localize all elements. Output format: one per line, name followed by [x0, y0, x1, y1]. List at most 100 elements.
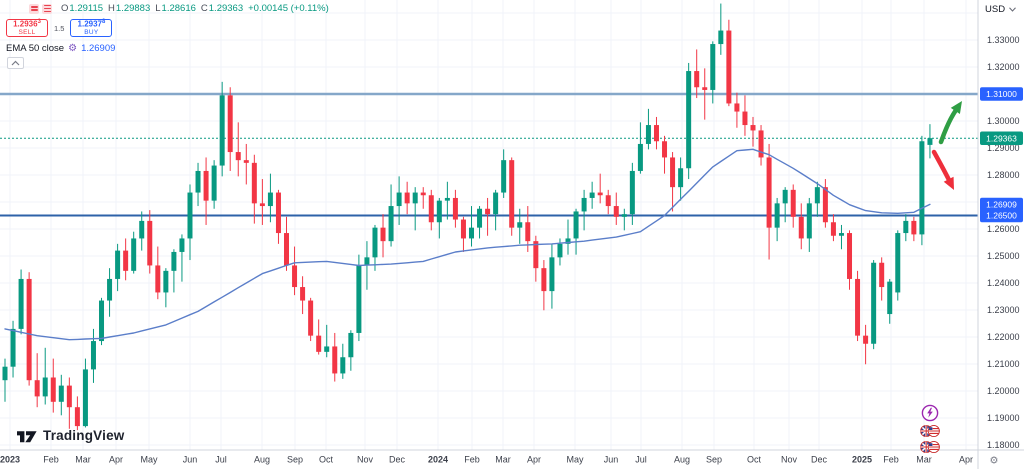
- candle: [557, 243, 563, 258]
- candles-layer[interactable]: [2, 3, 933, 431]
- legend-toggle-icon[interactable]: [29, 3, 39, 14]
- month-tick-label: Jul: [635, 455, 647, 465]
- candle: [348, 332, 354, 358]
- indicator-settings-gear-icon[interactable]: ⚙: [68, 42, 78, 54]
- candle: [412, 192, 418, 204]
- candle: [251, 162, 257, 204]
- bearish-arrow[interactable]: [931, 149, 954, 190]
- candle: [718, 30, 724, 45]
- month-tick-label: Dec: [811, 455, 828, 465]
- candle: [581, 197, 587, 212]
- candle: [895, 233, 901, 293]
- lightning-event-icon[interactable]: [921, 404, 939, 422]
- month-tick-label: Oct: [319, 455, 334, 465]
- candle: [613, 206, 619, 217]
- candle: [10, 328, 16, 367]
- buy-button[interactable]: 1.29378 BUY: [70, 19, 113, 37]
- candle: [549, 257, 555, 292]
- ema-value-badge: 1.26909: [980, 197, 1023, 212]
- candle: [485, 208, 491, 215]
- candle: [766, 157, 772, 228]
- candle: [420, 192, 426, 196]
- candle: [774, 203, 780, 228]
- month-tick-label: Jun: [604, 455, 619, 465]
- month-tick-label: Sep: [706, 455, 722, 465]
- candle: [66, 385, 72, 408]
- candle: [380, 227, 386, 242]
- candle: [18, 278, 24, 329]
- gbpusd-pair-flags-icon[interactable]: [920, 424, 940, 438]
- price-tick-label: 1.33000: [987, 35, 1020, 45]
- currency-label: USD: [985, 4, 1006, 15]
- candle: [758, 130, 764, 158]
- open-label: O: [61, 3, 69, 14]
- candle: [243, 160, 249, 163]
- legend-collapse-button[interactable]: [7, 57, 24, 69]
- candle: [830, 222, 836, 236]
- tradingview-logo[interactable]: TradingView: [17, 428, 124, 443]
- price-tick-label: 1.19000: [987, 413, 1020, 423]
- candle: [332, 346, 338, 374]
- year-tick-label: 2025: [852, 455, 872, 465]
- candle: [565, 238, 571, 244]
- month-tick-label: Jun: [183, 455, 198, 465]
- month-tick-label: Mar: [495, 455, 511, 465]
- sell-button[interactable]: 1.29363 SELL: [6, 19, 48, 37]
- candle: [388, 206, 394, 242]
- ema-50-line[interactable]: [4, 148, 931, 341]
- candle: [131, 238, 137, 271]
- buy-button-label: BUY: [84, 29, 99, 37]
- candle: [798, 216, 804, 239]
- price-tick-label: 1.24000: [987, 278, 1020, 288]
- candle: [814, 187, 820, 204]
- candle: [436, 200, 442, 223]
- indicator-legend-row: EMA 50 close ⚙ 1.26909: [6, 43, 329, 54]
- svg-text:1.31000: 1.31000: [986, 89, 1017, 99]
- high-value: 1.29883: [115, 3, 151, 14]
- candle: [74, 407, 80, 427]
- month-tick-label: Dec: [389, 455, 406, 465]
- candle: [171, 251, 177, 271]
- candle: [903, 220, 909, 234]
- candle: [911, 220, 917, 235]
- candle: [396, 192, 402, 207]
- candle: [501, 160, 507, 193]
- candle: [477, 208, 483, 228]
- price-tick-label: 1.25000: [987, 251, 1020, 261]
- candle: [605, 195, 611, 207]
- candle: [267, 192, 273, 207]
- axis-settings-gear-icon[interactable]: ⚙: [990, 456, 999, 467]
- candle: [211, 165, 217, 201]
- candle: [662, 141, 668, 158]
- candle: [26, 278, 32, 381]
- candle: [509, 160, 515, 228]
- close-value: 1.29363: [208, 3, 244, 14]
- candle: [203, 170, 209, 201]
- gbpusd-pair-flags-icon[interactable]: [920, 440, 940, 454]
- price-scale-currency-selector[interactable]: USD: [985, 4, 1016, 15]
- month-tick-label: May: [140, 455, 158, 465]
- price-tick-label: 1.18000: [987, 440, 1020, 450]
- candle: [300, 287, 306, 301]
- legend-menu-icon[interactable]: [42, 3, 52, 14]
- candle: [710, 44, 716, 90]
- time-axis[interactable]: 2023 Feb Mar Apr May Jun Jul Aug Sep Oct Nov Dec 202…: [0, 455, 973, 465]
- candle: [452, 197, 458, 220]
- month-tick-label: Nov: [357, 455, 374, 465]
- candle: [2, 366, 8, 381]
- candle: [838, 233, 844, 236]
- candle: [541, 268, 547, 292]
- bullish-arrow[interactable]: [938, 101, 962, 145]
- candle: [179, 238, 185, 252]
- price-tick-label: 1.21000: [987, 359, 1020, 369]
- symbol-ohlc-row: O 1.29115 H 1.29883 L 1.28616 C 1.29363 …: [29, 3, 329, 14]
- candle: [670, 157, 676, 188]
- indicator-title: EMA 50 close: [6, 43, 65, 54]
- candle: [34, 380, 40, 397]
- high-label: H: [108, 3, 115, 14]
- month-tick-label: Feb: [43, 455, 59, 465]
- candle: [444, 197, 450, 201]
- candle: [573, 211, 579, 239]
